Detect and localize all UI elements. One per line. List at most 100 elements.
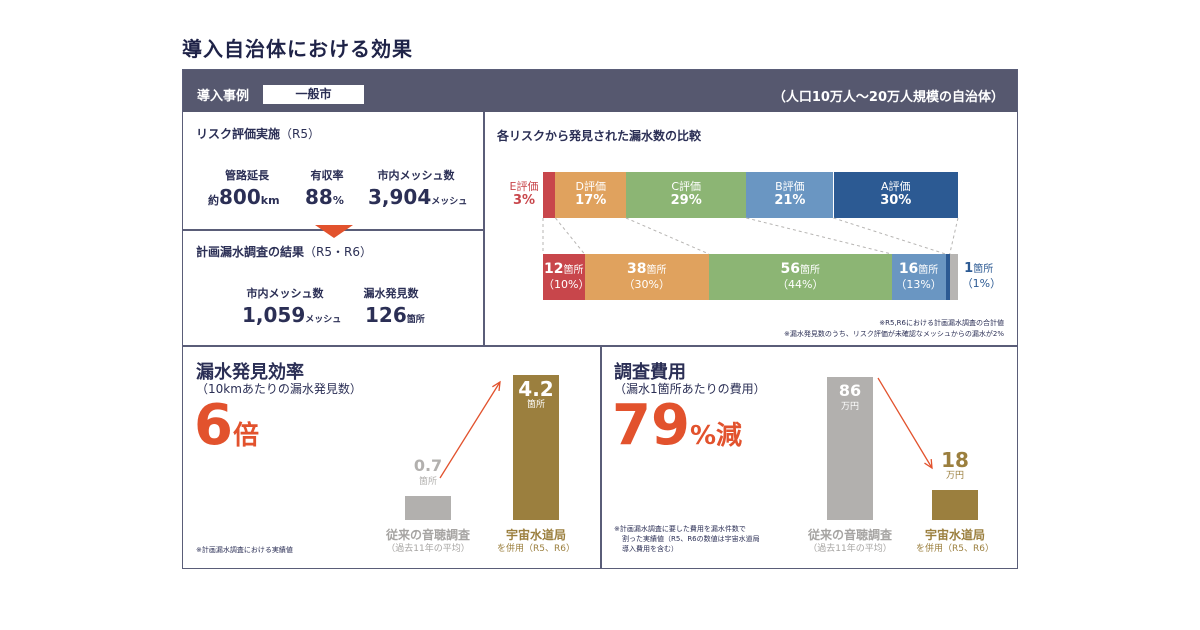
connector-line	[555, 217, 585, 255]
value-bar	[932, 490, 978, 520]
leak-segment-count: 16箇所	[892, 262, 946, 278]
leak-segment: 12箇所 （10%）	[543, 254, 590, 300]
value-bar-label: 18 万円	[932, 450, 978, 484]
cost-headline: 79%減	[612, 393, 742, 458]
stat-value-mesh-count: 3,904メッシュ	[368, 185, 467, 209]
cost-note-3: 導入費用を含む）	[622, 545, 678, 553]
risk-segment-text: A評価 30%	[834, 172, 959, 208]
divider-horizontal-middle	[183, 345, 1017, 347]
category-label: 宇宙水道局	[924, 528, 985, 542]
category-sublabel: を併用（R5、R6）	[916, 544, 994, 554]
connector-line	[746, 217, 892, 255]
stat-label-mesh-count: 市内メッシュ数	[377, 169, 455, 182]
leak-count-unit: 箇所	[563, 265, 584, 276]
value-bar-label: 0.7 箇所	[405, 455, 451, 490]
risk-segment: D評価 17%	[555, 172, 626, 218]
leak-count-unit: 箇所	[973, 264, 994, 275]
leak-segment-count: 1箇所	[962, 262, 996, 277]
risk-segment-name: D評価	[575, 180, 606, 193]
category-sublabel: （過去11年の平均）	[386, 544, 470, 554]
risk-section-title: リスク評価実施（R5）	[196, 125, 320, 142]
leak-segment-pct: （13%）	[895, 278, 942, 291]
leak-segment-pct: （44%）	[777, 278, 824, 291]
risk-segment-text: B評価 21%	[746, 172, 833, 208]
chart-note-2: ※漏水発見数のうち、リスク評価が未確認なメッシュからの漏水が2%	[784, 330, 1004, 338]
efficiency-title: 漏水発見効率	[196, 362, 304, 383]
pipe-length-prefix: 約	[208, 194, 219, 207]
divider-vertical-bottom	[600, 346, 602, 568]
risk-segment-value: 29%	[670, 193, 702, 208]
value-bar-number: 86	[838, 380, 862, 400]
risk-segment: C評価 29%	[626, 172, 747, 218]
cost-headline-value: 79	[612, 393, 690, 458]
mesh-count-unit: メッシュ	[431, 197, 468, 207]
survey-mesh-value: 1,059	[242, 303, 306, 327]
risk-segment: A評価 30%	[833, 172, 959, 218]
risk-segment-text: C評価 29%	[626, 172, 746, 208]
cost-title: 調査費用	[614, 362, 686, 383]
value-bar-number: 4.2	[518, 377, 554, 402]
value-bar-unit: 万円	[945, 471, 964, 481]
efficiency-headline-value: 6	[194, 393, 233, 458]
risk-segment-value: 3%	[512, 193, 536, 208]
risk-segment-name: B評価	[775, 180, 805, 193]
value-bar-number: 0.7	[413, 455, 443, 475]
stat-value-pipe-length: 約800km	[208, 185, 280, 209]
stat-label-revenue-rate: 有収率	[310, 169, 344, 182]
survey-title-sub: （R5・R6）	[304, 245, 372, 259]
risk-title-sub: （R5）	[280, 127, 320, 141]
value-bar-label: 86 万円	[827, 380, 873, 415]
value-bar-unit: 万円	[840, 401, 859, 412]
pipe-length-unit: km	[260, 194, 280, 207]
revenue-rate-unit: %	[332, 194, 344, 207]
risk-segment: B評価 21%	[746, 172, 834, 218]
leak-segment-pct: （1%）	[961, 277, 1002, 290]
leak-segment-count: 38箇所	[585, 262, 710, 278]
stat-label-leak-found: 漏水発見数	[363, 287, 419, 300]
cost-note-1: ※計画漏水調査に要した費用を漏水件数で	[614, 525, 746, 533]
page-title: 導入自治体における効果	[182, 37, 413, 61]
risk-segment-label: E評価 3%	[507, 180, 541, 208]
leak-segment-outside-label: 1箇所 （1%）	[961, 262, 1002, 291]
efficiency-headline-unit: 倍	[232, 421, 259, 451]
survey-title-text: 計画漏水調査の結果	[196, 245, 305, 259]
leak-count-value: 12	[544, 261, 564, 277]
efficiency-note: ※計画漏水調査における実績値	[196, 546, 293, 554]
leak-count-value: 56	[780, 261, 801, 277]
connector-line	[949, 217, 959, 255]
leak-segment: 16箇所 （13%）	[891, 254, 946, 300]
value-bar-unit: 箇所	[526, 400, 545, 411]
risk-title-text: リスク評価実施	[196, 127, 281, 141]
leak-remainder-segment	[949, 254, 958, 300]
category-sublabel: （過去11年の平均）	[808, 544, 892, 554]
leak-segment: 56箇所 （44%）	[709, 254, 892, 300]
risk-segment-text: D評価 17%	[555, 172, 626, 208]
risk-segment-name: A評価	[880, 180, 911, 193]
stat-label-survey-mesh: 市内メッシュ数	[246, 287, 324, 300]
leak-segment-text: 16箇所 （13%）	[892, 254, 946, 292]
leak-count-value: 16	[898, 261, 919, 277]
down-arrow-icon	[315, 225, 353, 238]
leak-segment	[945, 254, 950, 300]
stat-label-pipe-length: 管路延長	[225, 169, 269, 182]
risk-segment-name: E評価	[509, 180, 539, 193]
risk-segment-name: C評価	[671, 180, 702, 193]
cost-note-2: 割った実績値（R5、R6の数値は宇宙水道局	[622, 535, 760, 543]
leak-count-unit: 箇所	[918, 265, 939, 276]
category-sublabel: を併用（R5、R6）	[497, 544, 575, 554]
efficiency-subtitle: （10kmあたりの漏水発見数）	[196, 382, 362, 396]
survey-section-title: 計画漏水調査の結果（R5・R6）	[196, 243, 372, 260]
leak-segment-text: 38箇所 （30%）	[585, 254, 710, 292]
leak-segment-pct: （10%）	[543, 278, 590, 291]
category-label: 従来の音聴調査	[807, 528, 892, 542]
pipe-length-value: 800	[219, 185, 261, 209]
leak-segment-count: 12箇所	[543, 262, 585, 278]
survey-mesh-unit: メッシュ	[305, 315, 342, 325]
divider-vertical-top	[483, 112, 485, 346]
value-bar	[405, 495, 451, 520]
value-bar-label: 4.2 箇所	[513, 377, 559, 413]
stat-value-survey-mesh: 1,059メッシュ	[242, 303, 341, 327]
